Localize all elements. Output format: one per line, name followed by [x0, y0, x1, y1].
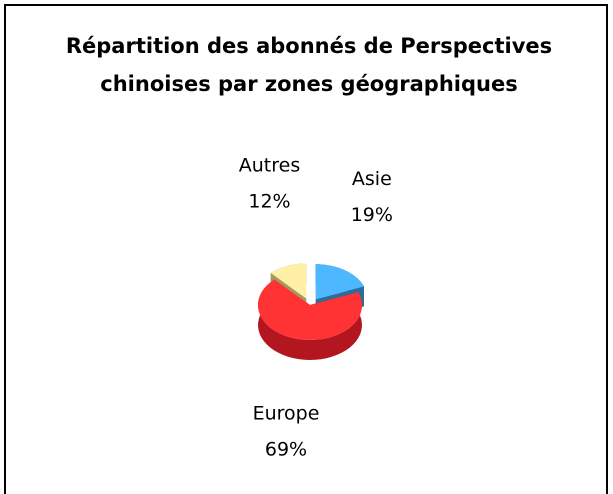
slice-value-label: 69% — [265, 438, 307, 460]
chart-title: chinoises par zones géographiques — [100, 72, 517, 96]
slice — [258, 279, 362, 340]
slice — [270, 263, 307, 299]
slice-value-label: 19% — [351, 204, 393, 226]
slice-label: Europe — [253, 402, 320, 424]
slice-label: Autres — [239, 155, 300, 177]
slice-label: Asie — [352, 168, 392, 190]
slice-side — [258, 279, 362, 360]
chart-frame — [4, 4, 608, 494]
slice — [315, 264, 364, 300]
chart-title: Répartition des abonnés de Perspectives — [66, 34, 552, 58]
slice-value-label: 12% — [248, 191, 290, 213]
